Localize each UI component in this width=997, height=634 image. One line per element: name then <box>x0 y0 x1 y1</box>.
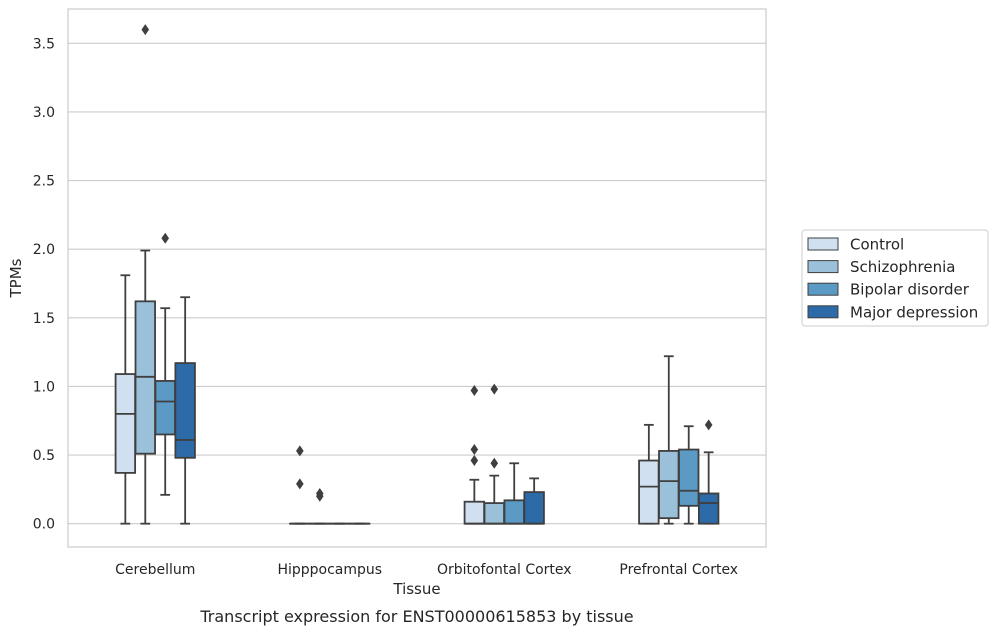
box <box>697 492 720 525</box>
outlier-point <box>470 444 479 456</box>
outlier-point <box>161 232 170 244</box>
x-tick-label: Prefrontal Cortex <box>619 562 738 578</box>
y-tick-label: 2.5 <box>33 174 55 190</box>
legend-swatch <box>807 260 839 274</box>
legend-label: Bipolar disorder <box>850 281 970 299</box>
y-tick-label: 3.0 <box>33 105 55 121</box>
legend-frame <box>801 229 989 327</box>
outlier-point <box>490 383 499 395</box>
box <box>483 502 505 525</box>
series-group <box>114 274 660 525</box>
box <box>523 491 545 525</box>
box <box>638 459 660 525</box>
outlier-point <box>704 419 713 431</box>
y-tick-labels: 0.0 0.5 1.0 1.5 2.0 2.5 3.0 3.5 <box>33 36 55 532</box>
outlier-point <box>296 478 304 490</box>
chart-caption: Transcript expression for ENST0000061585… <box>199 607 633 626</box>
legend-swatch <box>807 237 839 251</box>
legend-swatch <box>807 305 839 319</box>
y-tick-label: 2.0 <box>33 242 55 258</box>
box-groups <box>114 24 720 525</box>
outlier-point <box>470 455 479 467</box>
box <box>503 499 525 525</box>
x-tick-label: Orbitofontal Cortex <box>437 562 572 578</box>
y-tick-label: 1.0 <box>33 379 55 395</box>
box <box>678 448 700 507</box>
outlier-point <box>490 457 499 469</box>
box <box>463 500 486 525</box>
legend-label: Major depression <box>850 303 978 321</box>
plot-frame <box>67 8 767 548</box>
outlier-point <box>296 445 304 457</box>
x-tick-labels: Cerebellum Hipppocampus Orbitofontal Corte… <box>115 562 738 578</box>
y-axis-title: TPMs <box>7 258 25 298</box>
legend-label: Schizophrenia <box>850 258 955 276</box>
outlier-point <box>141 24 150 36</box>
box <box>114 373 137 474</box>
box <box>154 380 176 436</box>
series-group <box>174 296 720 525</box>
box <box>658 450 680 520</box>
x-tick-label: Hipppocampus <box>277 562 382 578</box>
legend: Control Schizophrenia Bipolar disorder Majo… <box>801 229 989 327</box>
legend-swatch <box>807 282 839 296</box>
y-tick-label: 3.5 <box>33 36 55 52</box>
x-tick-label: Cerebellum <box>115 562 195 578</box>
outlier-point <box>315 490 324 502</box>
series-group <box>154 232 700 525</box>
legend-label: Control <box>850 236 904 254</box>
y-tick-label: 0.0 <box>33 517 55 533</box>
box <box>174 362 196 459</box>
outlier-point <box>470 385 479 397</box>
x-axis-title: Tissue <box>392 580 440 598</box>
y-tick-label: 1.5 <box>33 311 55 327</box>
y-tick-label: 0.5 <box>33 448 55 464</box>
